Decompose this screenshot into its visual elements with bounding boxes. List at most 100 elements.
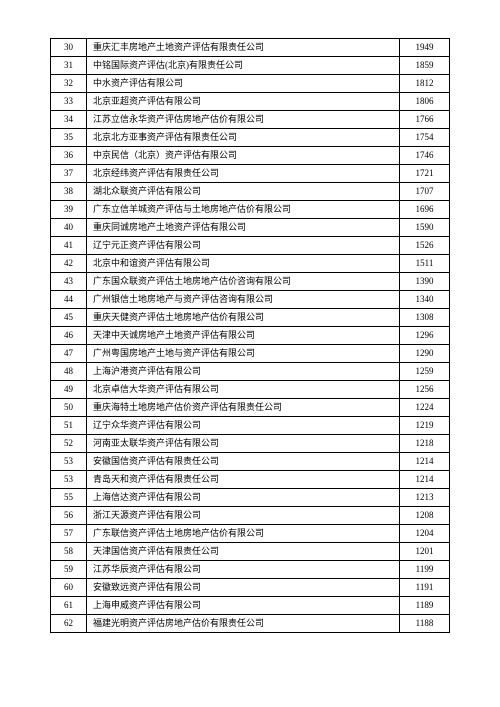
table-body: 30重庆汇丰房地产土地资产评估有限责任公司194931中铭国际资产评估(北京)有… [51,39,450,633]
table-row: 35北京北方亚事资产评估有限责任公司1754 [51,129,450,147]
score-cell: 1208 [400,507,450,525]
rank-number-cell: 57 [51,525,87,543]
table-row: 53安徽国信资产评估有限责任公司1214 [51,453,450,471]
table-row: 62福建光明资产评估房地产估价有限责任公司1188 [51,615,450,633]
company-name-cell: 河南亚太联华资产评估有限公司 [87,435,400,453]
score-cell: 1204 [400,525,450,543]
score-cell: 1707 [400,183,450,201]
score-cell: 1754 [400,129,450,147]
company-name-cell: 广东国众联资产评估土地房地产估价咨询有限公司 [87,273,400,291]
table-row: 58天津国信资产评估有限责任公司1201 [51,543,450,561]
company-name-cell: 福建光明资产评估房地产估价有限责任公司 [87,615,400,633]
score-cell: 1340 [400,291,450,309]
score-cell: 1290 [400,345,450,363]
score-cell: 1812 [400,75,450,93]
rank-number-cell: 32 [51,75,87,93]
company-name-cell: 北京亚超资产评估有限公司 [87,93,400,111]
rank-number-cell: 39 [51,201,87,219]
ranking-table: 30重庆汇丰房地产土地资产评估有限责任公司194931中铭国际资产评估(北京)有… [50,38,450,633]
rank-number-cell: 50 [51,399,87,417]
table-row: 33北京亚超资产评估有限公司1806 [51,93,450,111]
table-row: 46天津中天诚房地产土地资产评估有限公司1296 [51,327,450,345]
table-row: 45重庆天健资产评估土地房地产估价有限公司1308 [51,309,450,327]
table-row: 55上海信达资产评估有限公司1213 [51,489,450,507]
score-cell: 1696 [400,201,450,219]
rank-number-cell: 33 [51,93,87,111]
company-name-cell: 上海沪港资产评估有限公司 [87,363,400,381]
score-cell: 1721 [400,165,450,183]
rank-number-cell: 56 [51,507,87,525]
rank-number-cell: 59 [51,561,87,579]
score-cell: 1214 [400,471,450,489]
rank-number-cell: 44 [51,291,87,309]
table-row: 57广东联信资产评估土地房地产估价有限公司1204 [51,525,450,543]
rank-number-cell: 55 [51,489,87,507]
score-cell: 1259 [400,363,450,381]
company-name-cell: 安徽国信资产评估有限责任公司 [87,453,400,471]
score-cell: 1219 [400,417,450,435]
rank-number-cell: 53 [51,471,87,489]
table-row: 50重庆海特土地房地产估价资产评估有限责任公司1224 [51,399,450,417]
rank-number-cell: 62 [51,615,87,633]
rank-number-cell: 31 [51,57,87,75]
table-row: 30重庆汇丰房地产土地资产评估有限责任公司1949 [51,39,450,57]
rank-number-cell: 45 [51,309,87,327]
score-cell: 1390 [400,273,450,291]
company-name-cell: 中京民信（北京）资产评估有限公司 [87,147,400,165]
table-row: 44广州银信土地房地产与资产评估咨询有限公司1340 [51,291,450,309]
company-name-cell: 广东联信资产评估土地房地产估价有限公司 [87,525,400,543]
company-name-cell: 中铭国际资产评估(北京)有限责任公司 [87,57,400,75]
table-row: 56浙江天源资产评估有限公司1208 [51,507,450,525]
rank-number-cell: 47 [51,345,87,363]
score-cell: 1224 [400,399,450,417]
rank-number-cell: 43 [51,273,87,291]
rank-number-cell: 60 [51,579,87,597]
score-cell: 1308 [400,309,450,327]
score-cell: 1766 [400,111,450,129]
rank-number-cell: 35 [51,129,87,147]
table-row: 40重庆同诚房地产土地资产评估有限公司1590 [51,219,450,237]
company-name-cell: 重庆同诚房地产土地资产评估有限公司 [87,219,400,237]
table-row: 59江苏华辰资产评估有限公司1199 [51,561,450,579]
company-name-cell: 北京经纬资产评估有限责任公司 [87,165,400,183]
rank-number-cell: 53 [51,453,87,471]
table-row: 51辽宁众华资产评估有限公司1219 [51,417,450,435]
rank-number-cell: 49 [51,381,87,399]
company-name-cell: 中水资产评估有限公司 [87,75,400,93]
table-row: 60安徽致远资产评估有限公司1191 [51,579,450,597]
table-row: 47广州粤国房地产土地与资产评估有限公司1290 [51,345,450,363]
score-cell: 1188 [400,615,450,633]
rank-number-cell: 42 [51,255,87,273]
score-cell: 1213 [400,489,450,507]
rank-number-cell: 34 [51,111,87,129]
company-name-cell: 广东立信羊城资产评估与土地房地产估价有限公司 [87,201,400,219]
table-row: 43广东国众联资产评估土地房地产估价咨询有限公司1390 [51,273,450,291]
table-row: 36中京民信（北京）资产评估有限公司1746 [51,147,450,165]
company-name-cell: 重庆海特土地房地产估价资产评估有限责任公司 [87,399,400,417]
score-cell: 1214 [400,453,450,471]
company-name-cell: 上海信达资产评估有限公司 [87,489,400,507]
table-row: 61上海申威资产评估有限公司1189 [51,597,450,615]
table-row: 32中水资产评估有限公司1812 [51,75,450,93]
table-row: 53青岛天和资产评估有限责任公司1214 [51,471,450,489]
company-name-cell: 辽宁元正资产评估有限公司 [87,237,400,255]
score-cell: 1218 [400,435,450,453]
table-row: 48上海沪港资产评估有限公司1259 [51,363,450,381]
table-row: 39广东立信羊城资产评估与土地房地产估价有限公司1696 [51,201,450,219]
score-cell: 1806 [400,93,450,111]
table-row: 34江苏立信永华资产评估房地产估价有限公司1766 [51,111,450,129]
rank-number-cell: 58 [51,543,87,561]
score-cell: 1296 [400,327,450,345]
score-cell: 1201 [400,543,450,561]
score-cell: 1189 [400,597,450,615]
company-name-cell: 天津中天诚房地产土地资产评估有限公司 [87,327,400,345]
score-cell: 1590 [400,219,450,237]
score-cell: 1949 [400,39,450,57]
rank-number-cell: 38 [51,183,87,201]
company-name-cell: 上海申威资产评估有限公司 [87,597,400,615]
table-row: 41辽宁元正资产评估有限公司1526 [51,237,450,255]
company-name-cell: 江苏立信永华资产评估房地产估价有限公司 [87,111,400,129]
company-name-cell: 天津国信资产评估有限责任公司 [87,543,400,561]
company-name-cell: 北京中和谊资产评估有限公司 [87,255,400,273]
table-row: 42北京中和谊资产评估有限公司1511 [51,255,450,273]
